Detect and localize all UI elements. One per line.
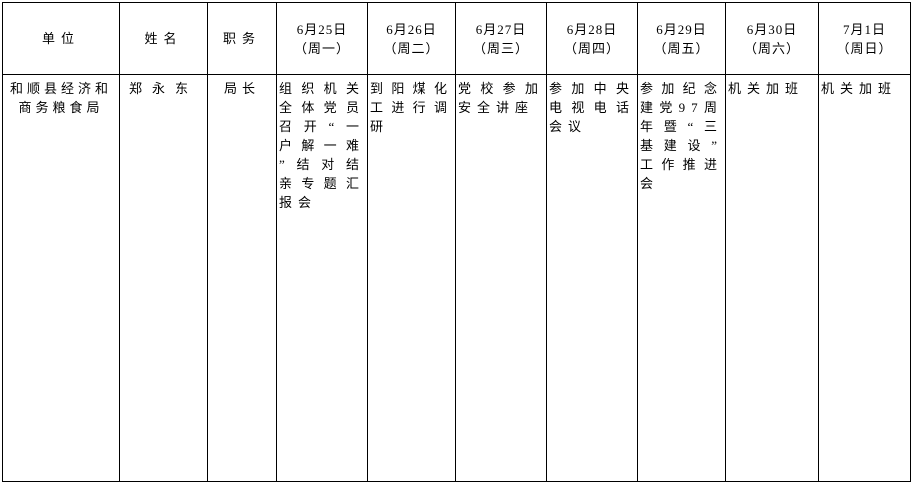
cell-schedule-jun28: 参加中央电视电话会议 [546,74,638,482]
header-jun27-wed: 6月27日 （周三） [455,2,547,75]
cell-schedule-jun26: 到阳煤化工进行调研 [367,74,456,482]
header-position: 职务 [207,2,277,75]
table-header-row: 单位 姓名 职务 6月25日 （周一） 6月26日 （周二） 6月27日 （周三… [2,2,911,75]
cell-schedule-jun29: 参加纪念建党97周年暨“三基建设”工作推进会 [637,74,726,482]
header-jun28-thu: 6月28日 （周四） [546,2,638,75]
cell-schedule-jun27: 党校参加安全讲座 [455,74,547,482]
cell-schedule-jun25: 组织机关全体党员召开“一户解一难”结对结亲专题汇报会 [276,74,368,482]
header-name: 姓名 [119,2,208,75]
header-jul1-sun: 7月1日 （周日） [818,2,911,75]
header-unit: 单位 [2,2,120,75]
header-jun25-mon: 6月25日 （周一） [276,2,368,75]
cell-unit: 和顺县经济和商务粮食局 [2,74,120,482]
header-jun26-tue: 6月26日 （周二） [367,2,456,75]
header-jun29-fri: 6月29日 （周五） [637,2,726,75]
cell-schedule-jun30: 机关加班 [725,74,819,482]
table-row: 和顺县经济和商务粮食局 郑永东 局长 组织机关全体党员召开“一户解一难”结对结亲… [2,74,911,482]
cell-schedule-jul1: 机关加班 [818,74,911,482]
cell-position: 局长 [207,74,277,482]
cell-name: 郑永东 [119,74,208,482]
header-jun30-sat: 6月30日 （周六） [725,2,819,75]
